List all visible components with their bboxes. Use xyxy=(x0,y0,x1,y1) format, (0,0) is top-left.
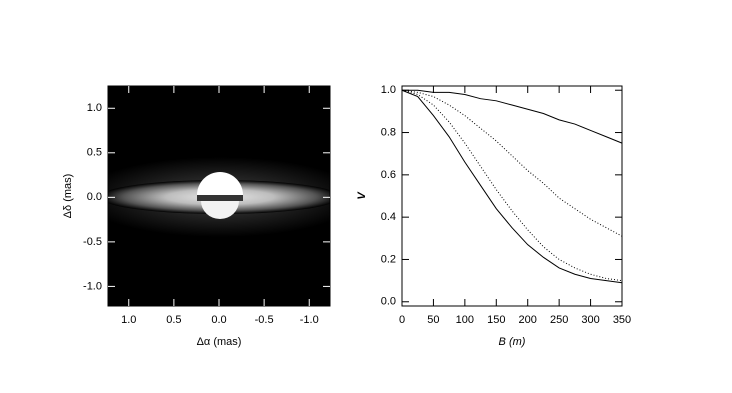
x-tick-label: 50 xyxy=(427,314,439,326)
x-tick-label: 150 xyxy=(487,314,505,326)
x-tick-label: 0 xyxy=(399,314,405,326)
y-tick-label: 0.4 xyxy=(381,211,396,223)
x-tick-label: 0.5 xyxy=(166,314,181,326)
y-tick-label: -0.5 xyxy=(83,236,102,248)
x-tick-label: -1.0 xyxy=(300,314,319,326)
y-tick-label: 1.0 xyxy=(87,102,102,114)
y-tick-label: 0.8 xyxy=(381,126,396,138)
y-tick-label: 0.2 xyxy=(381,253,396,265)
y-axis-label: V xyxy=(356,191,368,200)
y-tick-label: 0.0 xyxy=(87,191,102,203)
x-tick-label: 0.0 xyxy=(211,314,226,326)
y-tick-label: 0.5 xyxy=(87,147,102,159)
line-series xyxy=(401,89,623,237)
line-series xyxy=(402,89,623,144)
x-tick-label: 250 xyxy=(550,314,568,326)
y-tick-label: 1.0 xyxy=(381,84,396,96)
x-tick-label: 200 xyxy=(519,314,537,326)
x-axis-label: Δα (mas) xyxy=(197,336,242,348)
x-tick-label: -0.5 xyxy=(255,314,274,326)
x-tick-label: 300 xyxy=(581,314,599,326)
line-series xyxy=(401,89,623,284)
x-tick-label: 1.0 xyxy=(121,314,136,326)
line-series xyxy=(401,89,623,282)
disk-image xyxy=(108,86,330,306)
x-tick-label: 350 xyxy=(613,314,631,326)
y-tick-label: -1.0 xyxy=(83,280,102,292)
y-axis-label: Δδ (mas) xyxy=(62,174,74,219)
y-tick-label: 0.0 xyxy=(381,296,396,308)
x-axis-label: B (m) xyxy=(499,336,526,348)
y-tick-label: 0.6 xyxy=(381,169,396,181)
x-tick-label: 100 xyxy=(456,314,474,326)
plot-frame xyxy=(401,85,623,307)
